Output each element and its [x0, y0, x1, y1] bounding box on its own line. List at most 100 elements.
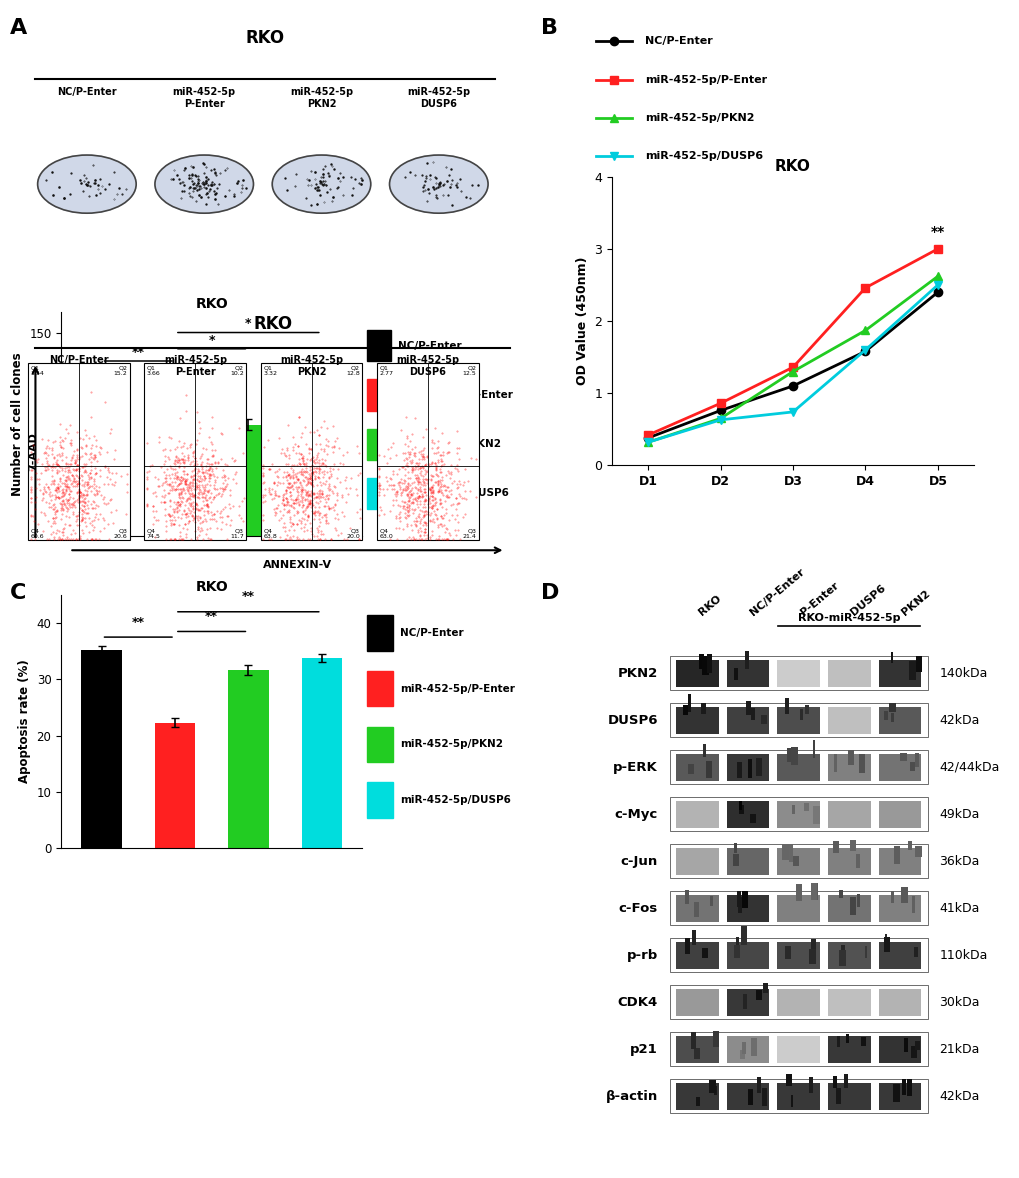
Bar — [367, 330, 390, 362]
Bar — [676, 1083, 718, 1110]
Text: miR-452-5p/PKN2: miR-452-5p/PKN2 — [397, 439, 500, 449]
Bar — [367, 379, 390, 411]
Bar — [726, 894, 768, 922]
Bar — [776, 707, 819, 734]
Bar — [745, 651, 748, 669]
Bar — [877, 1083, 920, 1110]
Bar — [737, 896, 742, 913]
Bar — [883, 934, 887, 949]
Text: RKO: RKO — [697, 593, 722, 617]
Bar — [155, 722, 195, 848]
Bar — [705, 761, 711, 777]
Bar — [877, 707, 920, 734]
Bar — [367, 429, 390, 459]
Bar — [685, 938, 689, 954]
Bar — [914, 846, 921, 856]
Text: Q4
63.0: Q4 63.0 — [379, 528, 392, 538]
Bar — [742, 1043, 745, 1054]
Bar — [367, 671, 392, 707]
Text: Q1
3.66: Q1 3.66 — [147, 365, 160, 376]
Bar — [882, 710, 888, 720]
Bar — [808, 1077, 812, 1093]
Text: miR-452-5p
P-Enter: miR-452-5p P-Enter — [164, 356, 226, 377]
Bar — [726, 1083, 768, 1110]
Bar — [915, 656, 921, 673]
Bar — [803, 802, 808, 812]
Bar — [734, 668, 738, 680]
Text: Q4
63.8: Q4 63.8 — [263, 528, 276, 538]
Text: p21: p21 — [630, 1043, 657, 1055]
Bar — [726, 848, 768, 875]
Text: 42kDa: 42kDa — [938, 714, 979, 727]
Bar — [155, 373, 195, 536]
Bar — [856, 894, 859, 907]
Bar — [804, 704, 808, 714]
Bar — [82, 650, 121, 848]
Bar — [858, 754, 864, 773]
Bar — [845, 1034, 849, 1043]
Text: 110kDa: 110kDa — [938, 948, 986, 961]
Bar — [683, 706, 687, 715]
Bar — [914, 947, 917, 957]
Bar — [713, 1086, 716, 1096]
Bar — [145, 363, 246, 540]
Bar — [367, 615, 392, 650]
Bar — [700, 703, 705, 714]
Text: NC/P-Enter: NC/P-Enter — [57, 87, 116, 98]
Bar — [694, 1047, 700, 1059]
Bar — [676, 754, 718, 781]
Bar — [836, 1088, 840, 1104]
Text: NC/P-Enter: NC/P-Enter — [49, 356, 109, 365]
Bar — [367, 782, 392, 818]
Bar — [891, 891, 894, 904]
Bar — [688, 694, 691, 713]
Text: Q3
20.6: Q3 20.6 — [114, 528, 127, 538]
Text: Q3
21.4: Q3 21.4 — [462, 528, 476, 538]
Bar — [676, 848, 718, 875]
Bar — [676, 660, 718, 687]
Bar — [741, 891, 747, 908]
Bar — [749, 814, 755, 823]
Bar — [367, 727, 392, 762]
Bar — [832, 841, 839, 853]
Bar — [739, 1051, 745, 1059]
Text: Q1
3.32: Q1 3.32 — [263, 365, 277, 376]
Bar — [785, 946, 790, 959]
Text: C: C — [10, 583, 26, 603]
Bar — [843, 1074, 847, 1088]
Bar — [669, 939, 927, 972]
Text: miR-452-5p
DUSP6: miR-452-5p DUSP6 — [407, 87, 470, 108]
Bar — [726, 941, 768, 968]
Bar — [747, 760, 751, 777]
Bar — [847, 749, 853, 765]
Bar — [908, 661, 915, 680]
Text: DUSP6: DUSP6 — [606, 714, 657, 727]
Bar — [811, 882, 816, 900]
Text: miR-452-5p/PKN2: miR-452-5p/PKN2 — [644, 113, 753, 123]
Text: Q4
60.6: Q4 60.6 — [31, 528, 44, 538]
Bar — [849, 840, 855, 852]
Bar — [849, 896, 855, 915]
Text: Q4
74.5: Q4 74.5 — [147, 528, 161, 538]
Bar — [776, 894, 819, 922]
Bar — [793, 855, 798, 866]
Bar — [302, 432, 341, 536]
Text: 140kDa: 140kDa — [938, 667, 986, 680]
Text: CDK4: CDK4 — [618, 995, 657, 1008]
Bar — [736, 938, 738, 946]
Bar — [698, 655, 703, 669]
Bar — [669, 1032, 927, 1066]
Bar — [676, 941, 718, 968]
Bar — [669, 845, 927, 878]
Text: Q2
15.2: Q2 15.2 — [114, 365, 127, 376]
Bar — [827, 754, 870, 781]
Bar — [82, 445, 121, 536]
Bar — [877, 1035, 920, 1063]
Text: RKO: RKO — [246, 29, 284, 47]
Bar — [755, 991, 761, 1000]
Bar — [877, 801, 920, 828]
Text: PKN2: PKN2 — [899, 588, 931, 617]
Y-axis label: Apoptosis rate (%): Apoptosis rate (%) — [18, 660, 31, 783]
Bar — [776, 1035, 819, 1063]
Bar — [834, 754, 836, 772]
